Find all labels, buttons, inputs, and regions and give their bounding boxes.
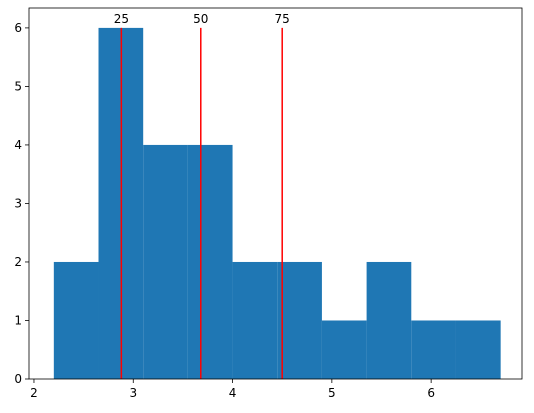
- x-tick-label: 6: [427, 386, 435, 400]
- bar: [53, 261, 99, 379]
- percentile-label: 50: [193, 12, 208, 26]
- y-tick-label: 5: [14, 79, 22, 93]
- y-tick-label: 6: [14, 21, 22, 35]
- x-tick-label: 4: [229, 386, 237, 400]
- y-tick-label: 2: [14, 255, 22, 269]
- y-tick-label: 1: [14, 313, 22, 327]
- bar: [321, 320, 367, 379]
- x-tick-label: 3: [129, 386, 137, 400]
- bar: [366, 261, 412, 379]
- bar: [455, 320, 501, 379]
- y-tick-label: 0: [14, 372, 22, 386]
- percentile-label: 75: [275, 12, 290, 26]
- bar: [232, 261, 278, 379]
- bar: [187, 144, 233, 379]
- bar: [277, 261, 322, 379]
- plot-frame: [28, 7, 523, 380]
- y-tick-label: 3: [14, 196, 22, 210]
- percentile-label: 25: [114, 12, 129, 26]
- y-tick-label: 4: [14, 138, 22, 152]
- x-tick-label: 5: [328, 386, 336, 400]
- bar: [411, 320, 456, 379]
- bar: [143, 144, 188, 379]
- x-tick-label: 2: [30, 386, 38, 400]
